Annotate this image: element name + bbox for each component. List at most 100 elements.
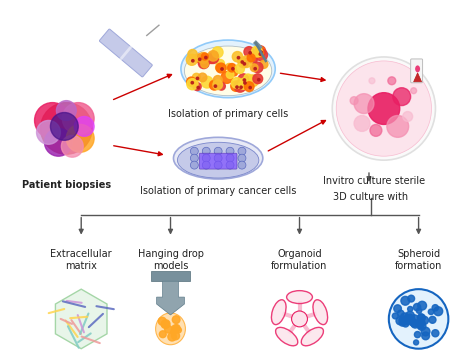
Circle shape bbox=[407, 314, 413, 319]
Circle shape bbox=[231, 81, 241, 91]
Circle shape bbox=[249, 52, 251, 54]
Circle shape bbox=[186, 54, 197, 65]
Circle shape bbox=[255, 46, 265, 57]
Circle shape bbox=[368, 93, 400, 125]
Circle shape bbox=[187, 77, 196, 86]
Circle shape bbox=[418, 301, 427, 310]
Text: Spheroid
formation: Spheroid formation bbox=[395, 249, 442, 271]
Text: Organoid
formulation: Organoid formulation bbox=[271, 249, 328, 271]
Circle shape bbox=[240, 86, 242, 88]
Circle shape bbox=[260, 60, 268, 69]
Ellipse shape bbox=[275, 327, 298, 346]
Circle shape bbox=[230, 69, 237, 76]
Circle shape bbox=[420, 316, 428, 325]
Circle shape bbox=[173, 316, 180, 323]
Circle shape bbox=[159, 331, 166, 338]
Circle shape bbox=[422, 332, 429, 340]
Circle shape bbox=[419, 320, 425, 326]
Circle shape bbox=[249, 86, 251, 89]
Circle shape bbox=[176, 327, 182, 333]
Circle shape bbox=[63, 103, 94, 134]
Circle shape bbox=[250, 64, 258, 71]
Circle shape bbox=[50, 113, 78, 140]
Circle shape bbox=[172, 325, 179, 332]
Text: 3D culture with: 3D culture with bbox=[333, 192, 409, 202]
Circle shape bbox=[387, 116, 409, 137]
Circle shape bbox=[255, 49, 267, 61]
Circle shape bbox=[428, 309, 434, 314]
Circle shape bbox=[392, 313, 398, 319]
Circle shape bbox=[247, 75, 258, 87]
Circle shape bbox=[414, 340, 419, 345]
Polygon shape bbox=[156, 281, 184, 315]
Ellipse shape bbox=[415, 65, 420, 72]
Circle shape bbox=[249, 55, 257, 64]
Circle shape bbox=[410, 315, 419, 323]
Circle shape bbox=[244, 47, 255, 57]
Circle shape bbox=[226, 161, 234, 169]
Circle shape bbox=[216, 64, 223, 71]
Circle shape bbox=[254, 68, 256, 70]
Circle shape bbox=[232, 68, 234, 70]
Circle shape bbox=[201, 53, 209, 60]
Circle shape bbox=[61, 135, 83, 157]
Circle shape bbox=[208, 51, 219, 61]
Circle shape bbox=[198, 58, 209, 69]
Circle shape bbox=[74, 117, 94, 136]
Circle shape bbox=[172, 332, 180, 340]
Circle shape bbox=[396, 317, 404, 325]
Ellipse shape bbox=[313, 300, 328, 325]
Circle shape bbox=[237, 57, 245, 65]
Circle shape bbox=[162, 320, 170, 328]
Circle shape bbox=[231, 78, 242, 88]
Circle shape bbox=[253, 74, 263, 84]
Circle shape bbox=[414, 331, 420, 338]
Text: Extracellular
matrix: Extracellular matrix bbox=[50, 249, 112, 271]
Circle shape bbox=[202, 161, 210, 169]
Circle shape bbox=[393, 88, 410, 105]
Circle shape bbox=[214, 85, 217, 87]
Ellipse shape bbox=[155, 313, 185, 345]
Circle shape bbox=[158, 317, 166, 325]
Circle shape bbox=[35, 103, 70, 138]
Circle shape bbox=[411, 319, 419, 328]
Circle shape bbox=[252, 62, 263, 73]
FancyBboxPatch shape bbox=[100, 29, 152, 77]
Circle shape bbox=[187, 79, 198, 90]
Polygon shape bbox=[414, 73, 421, 82]
Circle shape bbox=[244, 74, 252, 82]
Ellipse shape bbox=[301, 327, 323, 346]
Circle shape bbox=[418, 320, 425, 327]
Circle shape bbox=[410, 317, 415, 322]
Circle shape bbox=[56, 101, 76, 121]
Circle shape bbox=[221, 71, 233, 83]
Circle shape bbox=[238, 154, 246, 162]
Circle shape bbox=[36, 121, 60, 144]
Ellipse shape bbox=[184, 46, 272, 96]
Polygon shape bbox=[55, 289, 107, 349]
Circle shape bbox=[406, 311, 414, 320]
Ellipse shape bbox=[173, 137, 263, 179]
Circle shape bbox=[191, 82, 193, 84]
Circle shape bbox=[416, 308, 422, 313]
Circle shape bbox=[232, 52, 243, 62]
Circle shape bbox=[173, 325, 180, 331]
Circle shape bbox=[171, 329, 177, 335]
Circle shape bbox=[193, 83, 201, 91]
Circle shape bbox=[241, 61, 244, 63]
Circle shape bbox=[403, 112, 413, 121]
Circle shape bbox=[218, 82, 225, 90]
Circle shape bbox=[238, 58, 248, 68]
Ellipse shape bbox=[272, 300, 286, 325]
Circle shape bbox=[244, 82, 246, 84]
Circle shape bbox=[257, 79, 260, 81]
Circle shape bbox=[410, 321, 417, 327]
Circle shape bbox=[350, 97, 358, 105]
Text: Isolation of primary cancer cells: Isolation of primary cancer cells bbox=[140, 186, 296, 196]
Circle shape bbox=[197, 86, 200, 89]
Circle shape bbox=[399, 319, 406, 326]
Circle shape bbox=[241, 56, 252, 68]
Circle shape bbox=[194, 54, 203, 62]
Circle shape bbox=[432, 330, 439, 337]
Circle shape bbox=[188, 49, 197, 59]
